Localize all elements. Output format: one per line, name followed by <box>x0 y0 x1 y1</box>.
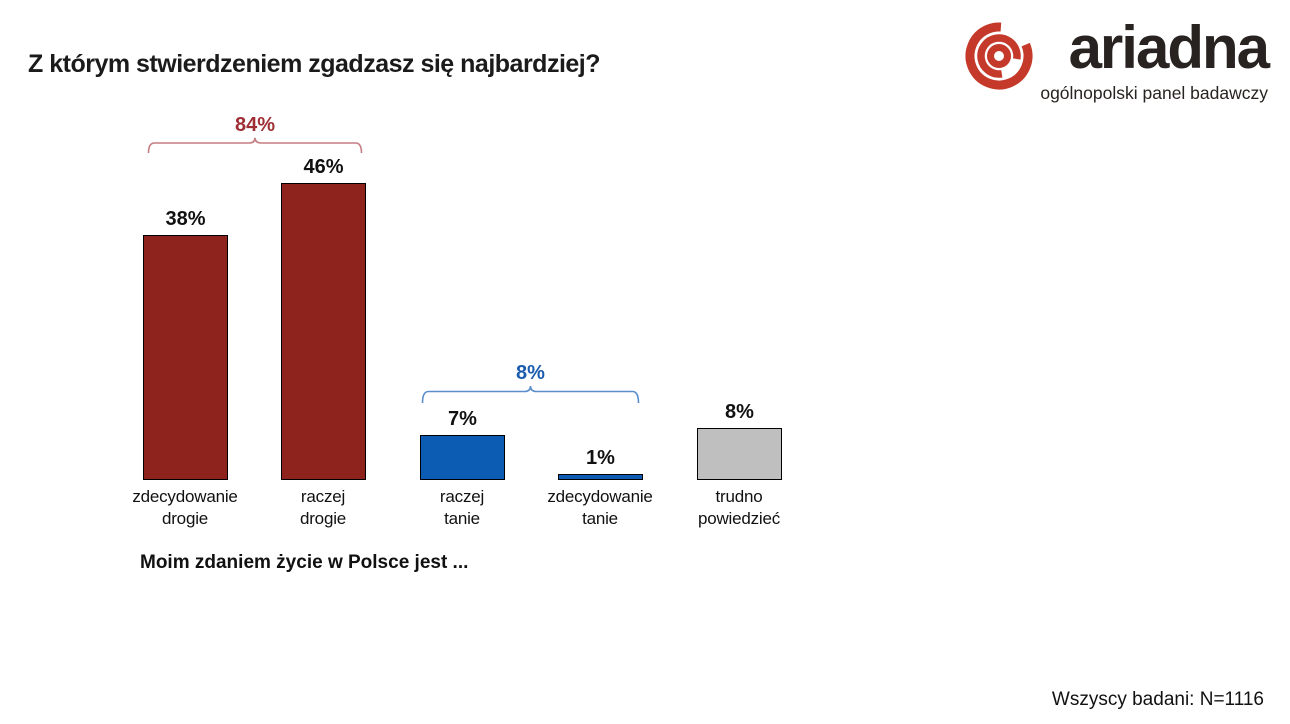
brace-icon <box>421 385 640 403</box>
category-line: raczej <box>439 487 485 506</box>
bar-trudno-powiedziec <box>697 428 782 480</box>
category-label-raczej-drogie: raczej drogie <box>253 486 393 530</box>
category-line: tanie <box>582 509 618 528</box>
bar-value-label: 38% <box>165 208 206 230</box>
bar-value-label: 1% <box>586 447 615 469</box>
x-axis-statement-label: Moim zdaniem życie w Polsce jest ... <box>140 552 469 573</box>
category-line: zdecydowanie <box>132 487 238 506</box>
sample-size-note: Wszyscy badani: N=1116 <box>1051 689 1264 710</box>
category-label-trudno-powiedziec: trudno powiedzieć <box>669 486 809 530</box>
bar-group-raczej-drogie: 46% <box>281 156 366 480</box>
ariadna-logo-icon <box>965 22 1033 90</box>
bar-group-raczej-tanie: 7% <box>420 408 505 480</box>
brace-icon <box>147 137 363 153</box>
category-line: drogie <box>161 509 209 528</box>
group-bracket-drogie: 84% <box>147 114 363 153</box>
group-total-label-drogie: 84% <box>234 114 276 136</box>
category-label-zdecydowanie-tanie: zdecydowanie tanie <box>530 486 670 530</box>
category-line: zdecydowanie <box>547 487 653 506</box>
bar-group-zdecydowanie-drogie: 38% <box>143 208 228 480</box>
bar-group-zdecydowanie-tanie: 1% <box>558 447 643 480</box>
category-label-raczej-tanie: raczej tanie <box>392 486 532 530</box>
category-line: tanie <box>444 509 480 528</box>
category-line: trudno <box>715 487 763 506</box>
ariadna-logo-wordmark: ariadna <box>1068 14 1270 81</box>
bar-zdecydowanie-tanie <box>558 474 643 480</box>
category-label-zdecydowanie-drogie: zdecydowanie drogie <box>115 486 255 530</box>
ariadna-logo-tagline: ogólnopolski panel badawczy <box>1040 83 1268 103</box>
bar-value-label: 46% <box>303 156 344 178</box>
group-bracket-tanie: 8% <box>421 362 640 403</box>
page-title: Z którym stwierdzeniem zgadzasz się najb… <box>28 50 601 78</box>
bar-group-trudno-powiedziec: 8% <box>697 401 782 480</box>
category-line: powiedzieć <box>697 509 781 528</box>
bar-zdecydowanie-drogie <box>143 235 228 480</box>
bar-value-label: 7% <box>448 408 477 430</box>
category-line: raczej <box>300 487 346 506</box>
bar-value-label: 8% <box>725 401 754 423</box>
group-total-label-tanie: 8% <box>516 362 545 384</box>
category-line: drogie <box>299 509 347 528</box>
bar-raczej-drogie <box>281 183 366 480</box>
bar-raczej-tanie <box>420 435 505 480</box>
